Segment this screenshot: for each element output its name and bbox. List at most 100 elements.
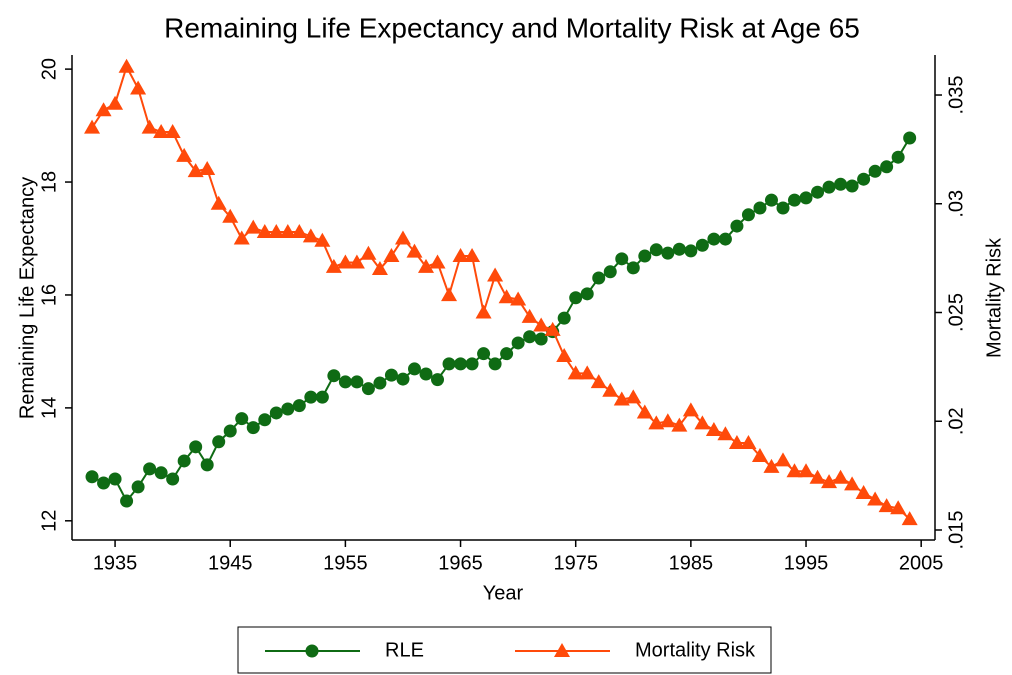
point-marker	[166, 472, 180, 486]
point-marker	[500, 347, 514, 361]
point-marker	[671, 417, 688, 432]
y2-tick-label: .03	[945, 190, 967, 218]
point-marker	[707, 232, 721, 246]
point-marker	[348, 254, 365, 269]
point-marker	[694, 415, 711, 430]
point-marker	[867, 491, 884, 506]
point-marker	[396, 372, 410, 386]
point-marker	[728, 435, 745, 449]
point-marker	[200, 458, 214, 472]
point-marker	[177, 454, 191, 468]
x-tick-label: 1965	[438, 552, 483, 574]
point-marker	[419, 367, 433, 381]
point-marker	[373, 376, 387, 390]
point-marker	[327, 369, 341, 383]
point-marker	[557, 311, 571, 325]
point-marker	[384, 368, 398, 382]
point-marker	[868, 164, 882, 178]
point-marker	[84, 119, 101, 134]
point-marker	[488, 357, 502, 371]
point-marker	[579, 365, 596, 380]
point-marker	[441, 287, 458, 302]
point-marker	[222, 208, 239, 223]
point-marker	[338, 375, 352, 389]
point-marker	[523, 330, 537, 344]
point-marker	[406, 243, 423, 258]
point-marker	[903, 131, 917, 145]
point-marker	[764, 193, 778, 207]
point-marker	[832, 469, 849, 484]
point-marker	[684, 244, 698, 258]
point-marker	[544, 321, 561, 336]
point-marker	[85, 470, 99, 484]
y2-tick-label: .015	[945, 511, 967, 550]
point-marker	[465, 357, 479, 371]
point-marker	[454, 357, 468, 371]
point-marker	[314, 232, 331, 247]
x-tick-label: 1935	[93, 552, 138, 574]
point-marker	[880, 160, 894, 174]
point-marker	[304, 390, 318, 404]
point-marker	[521, 308, 538, 323]
point-marker	[718, 232, 732, 246]
point-marker	[751, 448, 768, 463]
point-marker	[189, 440, 203, 454]
point-marker	[603, 265, 617, 279]
x-tick-label: 1995	[784, 552, 829, 574]
point-marker	[554, 643, 570, 657]
point-marker	[337, 254, 354, 269]
point-marker	[788, 193, 802, 207]
point-marker	[822, 180, 836, 194]
y-tick-label: 16	[38, 284, 60, 306]
point-marker	[615, 252, 629, 266]
chart-title: Remaining Life Expectancy and Mortality …	[164, 12, 860, 43]
point-marker	[855, 485, 872, 500]
point-marker	[613, 391, 630, 406]
point-marker	[176, 147, 193, 162]
point-marker	[407, 362, 421, 376]
point-marker	[730, 219, 744, 233]
point-marker	[834, 177, 848, 191]
point-marker	[798, 463, 815, 478]
point-marker	[256, 224, 273, 239]
point-marker	[212, 435, 226, 449]
point-marker	[590, 374, 607, 389]
point-marker	[187, 163, 204, 178]
point-marker	[325, 258, 342, 273]
point-marker	[857, 172, 871, 186]
point-marker	[350, 375, 364, 389]
x-axis-label: Year	[483, 582, 524, 604]
point-marker	[592, 271, 606, 285]
y2-tick-label: .025	[945, 293, 967, 332]
point-marker	[143, 462, 157, 476]
point-marker	[268, 224, 285, 239]
point-marker	[120, 494, 134, 508]
point-marker	[371, 261, 388, 276]
point-marker	[245, 219, 262, 234]
point-marker	[636, 404, 653, 419]
point-marker	[891, 150, 905, 164]
point-marker	[118, 58, 135, 73]
point-marker	[510, 291, 527, 306]
point-marker	[740, 435, 757, 449]
point-marker	[569, 291, 583, 305]
point-marker	[487, 267, 504, 282]
point-marker	[417, 258, 434, 273]
y-tick-label: 20	[38, 58, 60, 80]
point-marker	[154, 466, 168, 480]
point-marker	[556, 348, 573, 363]
point-marker	[95, 102, 112, 117]
point-marker	[786, 463, 803, 478]
point-marker	[890, 500, 907, 515]
point-marker	[901, 511, 918, 526]
point-marker	[774, 452, 791, 467]
y2-axis-label: Mortality Risk	[983, 237, 1005, 358]
point-marker	[845, 179, 859, 193]
point-marker	[717, 426, 734, 441]
point-marker	[878, 498, 895, 513]
point-marker	[281, 402, 295, 416]
y2-tick-label: .02	[945, 407, 967, 435]
x-tick-label: 1985	[669, 552, 714, 574]
point-marker	[464, 247, 481, 262]
